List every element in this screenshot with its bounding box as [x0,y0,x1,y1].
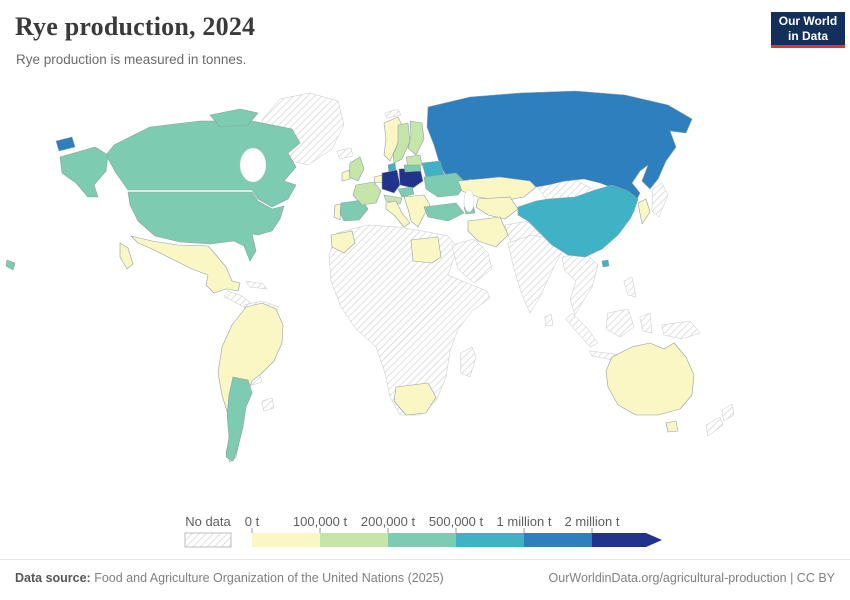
country-estonia-latvia[interactable] [405,154,423,168]
country-south-america-group[interactable] [217,302,284,463]
legend-no-data-label: No data [185,514,231,529]
legend-bin-4[interactable] [524,533,592,547]
legend-tick-label-5: 2 million t [565,514,620,529]
country-australia[interactable] [605,342,695,416]
legend-bin-2[interactable] [388,533,456,547]
country-japan[interactable] [651,182,669,218]
legend-bin-1[interactable] [320,533,388,547]
country-iceland[interactable] [336,147,354,160]
country-china[interactable] [517,184,639,258]
country-iran[interactable] [467,216,509,248]
country-benelux[interactable] [373,174,384,184]
country-argentina[interactable] [225,376,253,462]
country-usa[interactable] [127,191,285,262]
page-title: Rye production, 2024 [15,12,256,41]
data-source-text: Food and Agriculture Organization of the… [90,571,444,585]
country-russia-chukotka[interactable] [55,136,76,152]
country-canada-arctic-islands[interactable] [209,108,259,128]
legend-tick-label-3: 500,000 t [429,514,484,529]
country-new-guinea[interactable] [661,320,701,340]
country-belarus[interactable] [421,160,445,178]
country-caribbean[interactable] [245,280,268,290]
country-czechia[interactable] [397,186,415,198]
country-finland[interactable] [407,120,425,156]
country-china-hainan[interactable] [601,259,610,268]
data-source-label: Data source: [15,571,91,585]
country-balkans[interactable] [403,194,431,228]
legend-tick-label-2: 200,000 t [361,514,416,529]
country-new-zealand[interactable] [705,403,735,437]
country-sweden[interactable] [392,122,411,164]
country-usa-hawaii[interactable] [5,259,16,271]
country-middle-east[interactable] [451,238,493,284]
legend-no-data-swatch[interactable] [184,532,232,548]
country-lithuania[interactable] [403,164,422,173]
credit-link[interactable]: OurWorldinData.org/agricultural-producti… [548,571,835,585]
country-austria[interactable] [383,194,403,205]
country-tasmania[interactable] [665,420,679,433]
map-legend: No data 0 t 100,000 t 200,000 t 500,000 t 1 … [184,514,662,548]
legend-color-scale: 0 t 100,000 t 200,000 t 500,000 t 1 million … [245,514,662,547]
country-india[interactable] [507,234,563,314]
country-south-africa[interactable] [393,382,437,416]
country-mainland-se-asia[interactable] [561,252,599,316]
caspian-sea [463,189,475,213]
country-sri-lanka[interactable] [544,313,554,327]
country-usa-alaska[interactable] [59,146,109,198]
country-ukraine[interactable] [423,172,467,198]
country-mexico-baja[interactable] [119,242,134,270]
country-italy[interactable] [385,200,411,228]
country-morocco[interactable] [330,230,356,254]
country-borneo[interactable] [605,308,635,338]
legend-bin-5[interactable] [592,533,662,547]
country-svalbard[interactable] [384,108,402,119]
legend-tick-label-1: 100,000 t [293,514,348,529]
logo-line1: Our World [778,13,838,28]
country-africa-no-data[interactable] [328,224,491,416]
country-united-kingdom[interactable] [348,156,365,182]
country-egypt[interactable] [410,236,442,264]
legend-bin-0[interactable] [252,533,320,547]
country-portugal[interactable] [333,203,342,221]
legend-tick-label-4: 1 million t [497,514,552,529]
country-sumatra[interactable] [565,312,599,348]
country-mexico[interactable] [130,235,241,294]
footer: Data source: Food and Agriculture Organi… [0,559,850,600]
page-subtitle: Rye production is measured in tonnes. [16,52,247,67]
country-korea[interactable] [637,198,651,225]
legend-tick-label-0: 0 t [245,514,260,529]
data-source: Data source: Food and Agriculture Organi… [15,571,444,585]
logo-line2: in Data [787,28,828,43]
country-uruguay[interactable] [261,397,275,412]
country-madagascar[interactable] [460,346,477,378]
country-germany[interactable] [381,169,401,194]
country-sulawesi[interactable] [639,312,653,334]
country-ireland[interactable] [341,169,351,182]
country-turkey[interactable] [423,202,465,222]
country-central-asia[interactable] [475,196,519,220]
legend-bin-3[interactable] [456,533,524,547]
hudson-bay [239,147,267,183]
world-choropleth-map [5,90,735,463]
country-philippines[interactable] [623,276,637,298]
country-france[interactable] [352,181,382,206]
owid-logo[interactable]: Our World in Data [771,12,845,48]
